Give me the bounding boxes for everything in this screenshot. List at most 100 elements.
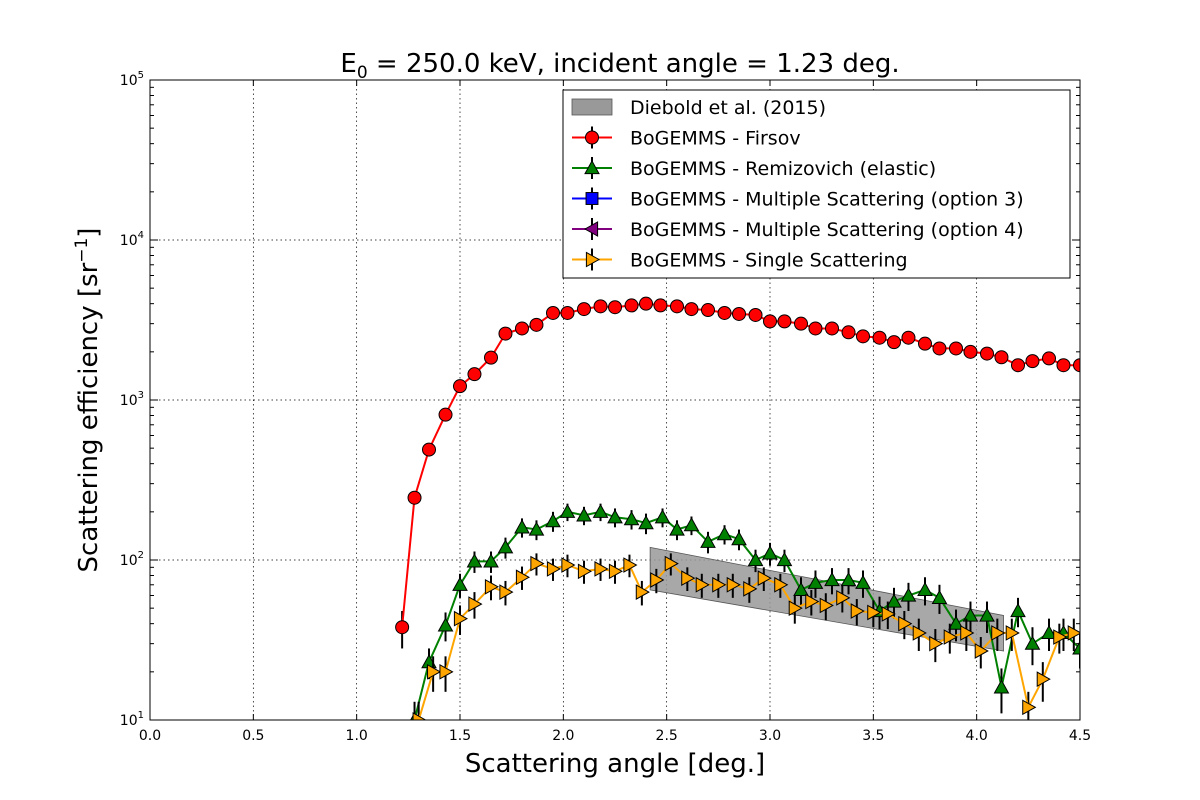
data-point	[497, 539, 514, 554]
band-layer	[649, 546, 1004, 652]
data-point	[560, 305, 575, 320]
y-tick-label: 103	[120, 390, 144, 409]
data-point	[931, 589, 948, 604]
data-point	[530, 555, 545, 572]
data-point	[623, 557, 638, 573]
band-diebold	[649, 546, 1004, 652]
data-point	[635, 584, 650, 600]
data-point	[807, 574, 824, 589]
data-point	[683, 517, 700, 532]
data-point	[881, 606, 896, 622]
data-point	[1072, 640, 1080, 655]
data-point	[546, 561, 562, 577]
data-point	[484, 350, 498, 365]
legend: Diebold et al. (2015) BoGEMMS - Firsov BoG…	[562, 89, 1071, 279]
data-point	[949, 341, 963, 356]
data-point	[407, 490, 422, 505]
data-point	[774, 576, 789, 593]
data-point	[948, 615, 964, 630]
data-point	[898, 615, 913, 632]
y-tick-label: 101	[120, 710, 144, 729]
legend-marker	[585, 251, 601, 268]
data-point	[498, 326, 513, 341]
data-point	[788, 600, 803, 617]
data-point	[638, 515, 654, 530]
data-point	[1011, 358, 1025, 373]
data-point	[529, 317, 544, 332]
data-point	[943, 629, 958, 645]
data-point	[545, 513, 561, 528]
data-point	[653, 298, 668, 313]
legend-label: BoGEMMS - Single Scattering	[630, 250, 908, 272]
data-point	[467, 367, 482, 382]
data-point	[561, 557, 576, 573]
legend-box	[562, 89, 1071, 279]
y-tick-label: 104	[120, 230, 144, 249]
data-point	[514, 519, 530, 534]
data-point	[794, 316, 808, 331]
data-point	[994, 350, 1009, 365]
data-point	[747, 551, 764, 567]
series-4	[412, 553, 1080, 720]
series-0	[395, 296, 1080, 649]
data-point	[960, 625, 975, 641]
y-axis-label: Scattering efficiency [sr−1]	[72, 228, 104, 573]
x-tick-label: 0.0	[139, 728, 161, 744]
data-point	[776, 551, 793, 567]
chart-title: E0 = 250.0 keV, incident angle = 1.23 de…	[340, 49, 899, 83]
data-point	[808, 321, 823, 336]
data-point	[654, 509, 671, 524]
legend-marker	[585, 192, 599, 205]
series-layer	[395, 296, 1080, 720]
legend-label: BoGEMMS - Firsov	[630, 128, 801, 150]
data-point	[867, 604, 882, 621]
legend-label: Diebold et al. (2015)	[630, 97, 826, 119]
data-point	[664, 555, 679, 572]
data-point	[593, 299, 608, 314]
data-point	[437, 617, 454, 632]
data-point	[695, 576, 710, 593]
grid-lines	[150, 80, 1080, 720]
data-point	[836, 590, 851, 606]
data-point	[726, 576, 741, 593]
x-tick-label: 1.0	[346, 728, 368, 744]
x-tick-label: 3.0	[759, 728, 781, 744]
data-point	[757, 570, 772, 587]
data-point	[1025, 354, 1040, 369]
data-point	[918, 336, 932, 351]
data-point	[1024, 635, 1041, 650]
data-point	[974, 643, 989, 659]
axis-ticks: 0.0 0.5 1.0 1.5 2.0 2.5 3.0 3.5 4.0 4.5 101 102 103 1…	[120, 70, 1091, 744]
data-point	[452, 576, 468, 591]
data-point	[979, 607, 995, 622]
data-point	[929, 635, 944, 652]
data-point	[484, 578, 500, 595]
data-point	[1067, 625, 1080, 641]
data-point	[669, 521, 685, 536]
data-point	[1056, 358, 1071, 373]
data-point	[841, 325, 856, 340]
data-point	[856, 329, 870, 344]
data-point	[980, 346, 994, 361]
data-point	[422, 442, 436, 457]
data-point	[1053, 629, 1068, 645]
data-point	[886, 593, 902, 608]
data-point	[900, 587, 917, 602]
x-tick-label: 2.0	[552, 728, 574, 744]
data-point	[412, 712, 427, 720]
x-tick-label: 0.5	[242, 728, 264, 744]
data-point	[453, 610, 469, 627]
x-tick-label: 4.0	[966, 728, 988, 744]
data-point	[825, 321, 839, 336]
data-point	[887, 335, 901, 350]
data-point	[991, 625, 1006, 641]
data-point	[515, 321, 529, 336]
x-tick-label: 4.5	[1069, 728, 1091, 744]
data-point	[731, 531, 747, 546]
legend-marker	[584, 159, 600, 175]
data-point	[701, 303, 715, 318]
data-point	[748, 307, 763, 322]
data-point	[732, 306, 746, 321]
data-point	[763, 314, 777, 329]
data-point	[453, 379, 467, 394]
